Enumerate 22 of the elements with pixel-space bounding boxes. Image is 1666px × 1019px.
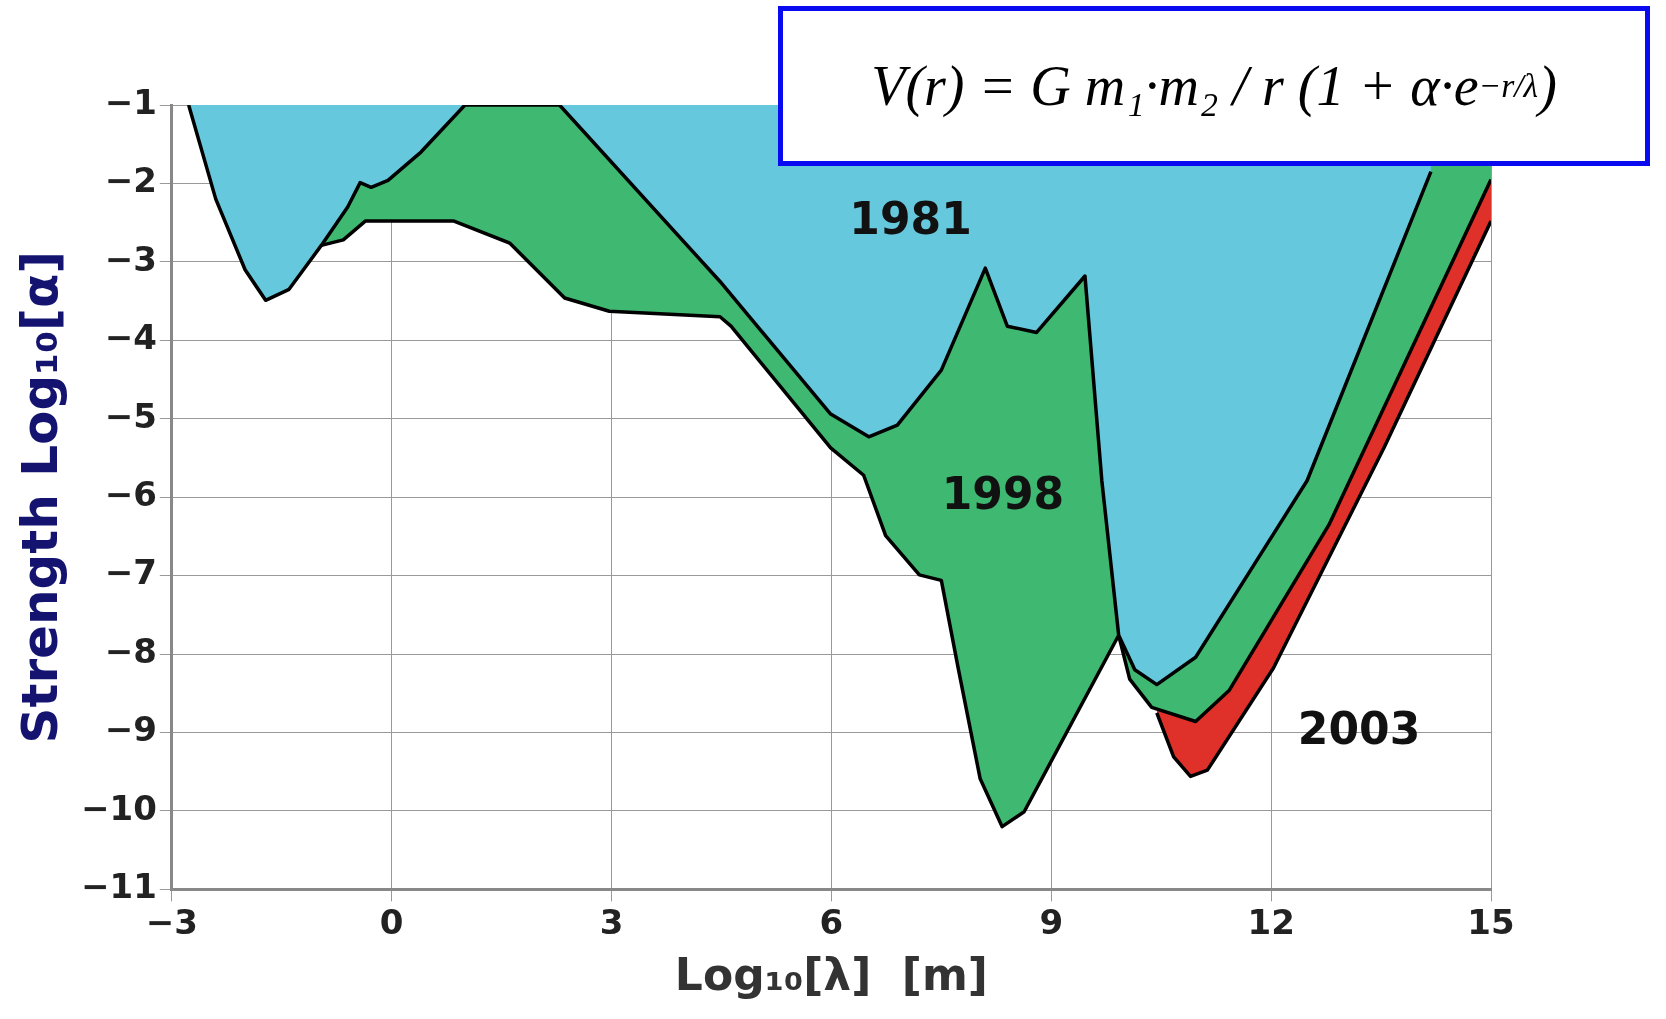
x-tick-label: 12 [1247, 901, 1295, 942]
y-tick-label: −9 [104, 709, 157, 750]
y-tick-label: −3 [104, 238, 157, 279]
x-tick-label: 6 [819, 901, 844, 942]
x-tick-label: 3 [599, 901, 624, 942]
x-axis-title: Log₁₀[λ] [m] [674, 949, 988, 1001]
formula-box: V(r) = G m₁·m₂ / r (1 + α·e$^{−r/λ}$) [778, 6, 1650, 166]
y-tick-label: −5 [104, 395, 157, 436]
y-axis-title: Strength Log₁₀[α] [10, 250, 69, 744]
y-tick-label: −4 [104, 317, 157, 358]
annotation: 1998 [941, 467, 1065, 519]
y-tick-label: −2 [104, 160, 157, 201]
y-tick-label: −10 [80, 787, 157, 828]
y-tick-label: −1 [104, 81, 157, 122]
y-tick-label: −6 [104, 474, 157, 515]
x-tick-label: 0 [379, 901, 404, 942]
y-tick-label: −8 [104, 630, 157, 671]
annotation: 1981 [849, 193, 972, 245]
x-tick-label: 15 [1467, 901, 1515, 942]
y-tick-label: −7 [104, 552, 157, 593]
annotation: 2003 [1297, 702, 1421, 754]
x-tick-label: 9 [1039, 901, 1064, 942]
